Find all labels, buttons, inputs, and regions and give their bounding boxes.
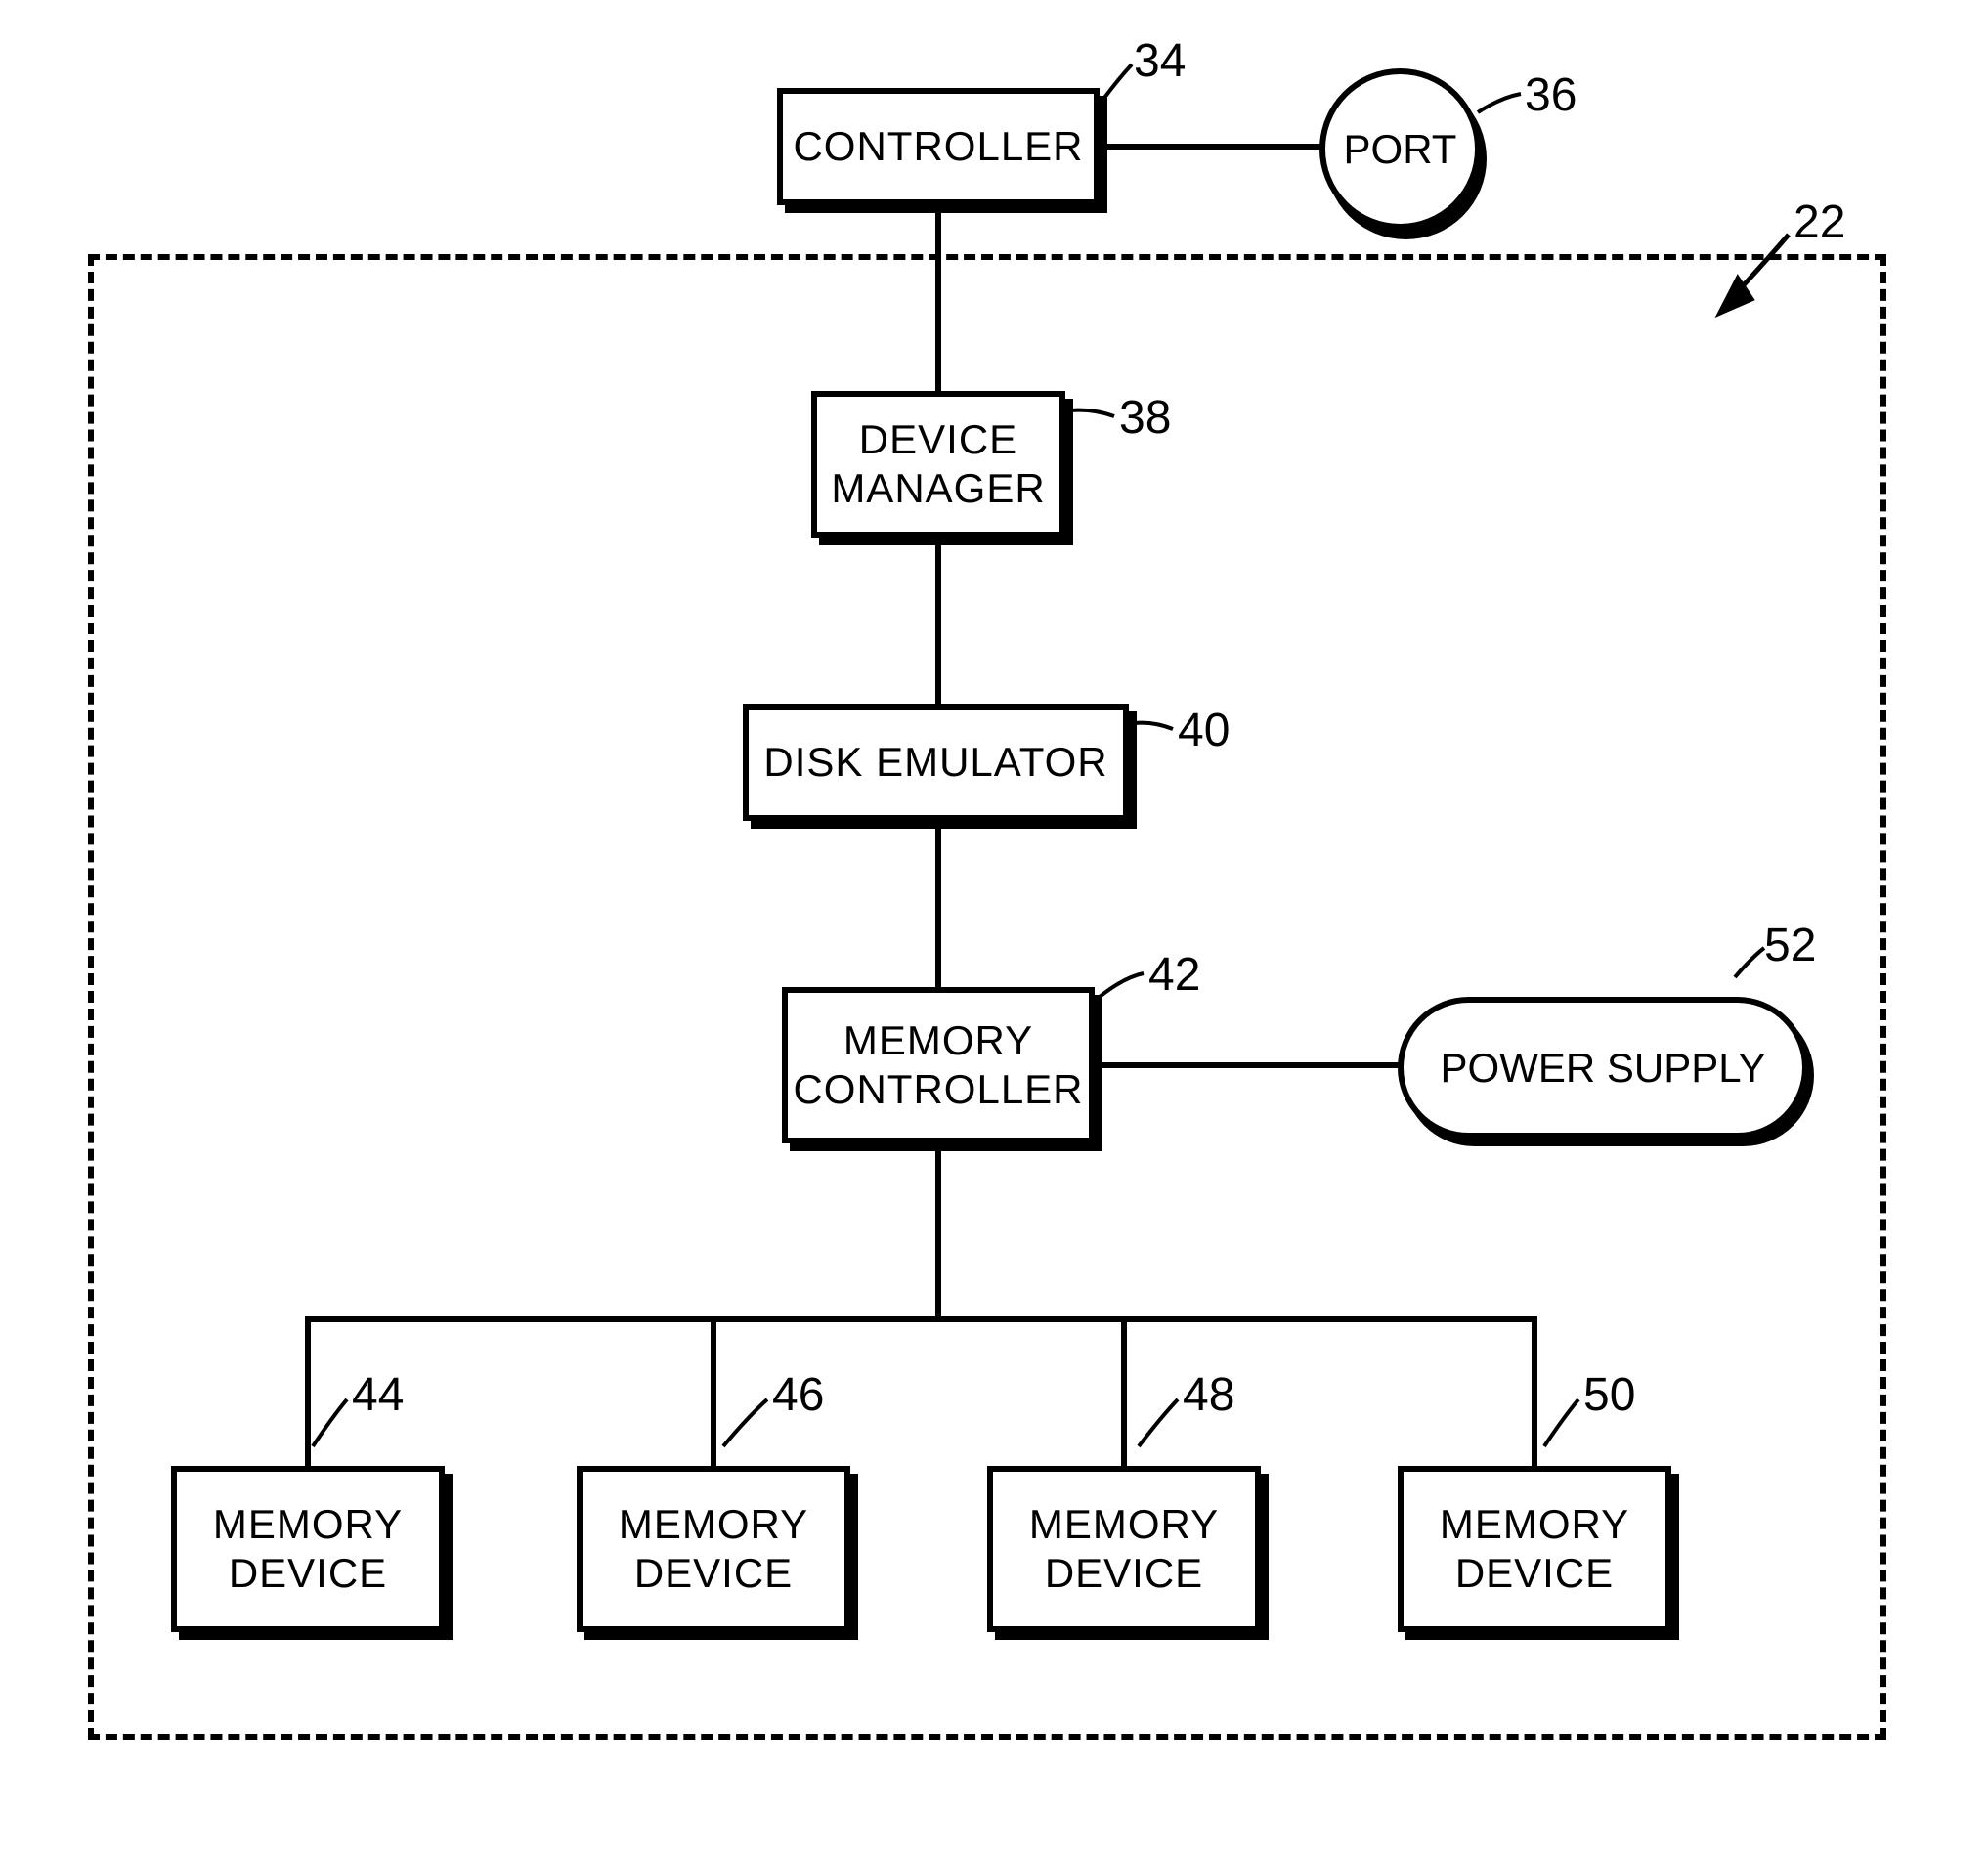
disk-emulator-label: DISK EMULATOR: [763, 738, 1107, 787]
ref-22: 22: [1794, 195, 1845, 249]
ref-46: 46: [772, 1368, 824, 1422]
ref-42: 42: [1148, 948, 1200, 1002]
ref-36: 36: [1525, 68, 1577, 122]
ref-38: 38: [1119, 391, 1171, 445]
memory-device-3-label: MEMORY DEVICE: [1029, 1500, 1219, 1599]
memory-controller-block: MEMORY CONTROLLER: [782, 987, 1095, 1143]
power-supply-label: POWER SUPPLY: [1441, 1045, 1766, 1092]
device-manager-block: DEVICE MANAGER: [811, 391, 1065, 538]
power-supply-block: POWER SUPPLY: [1398, 997, 1808, 1139]
ref-34: 34: [1134, 34, 1186, 88]
ref-50: 50: [1583, 1368, 1635, 1422]
memory-device-3-block: MEMORY DEVICE: [987, 1466, 1261, 1632]
controller-block: CONTROLLER: [777, 88, 1100, 205]
memory-device-1-label: MEMORY DEVICE: [213, 1500, 403, 1599]
ref-44: 44: [352, 1368, 404, 1422]
memory-device-1-block: MEMORY DEVICE: [171, 1466, 445, 1632]
device-manager-label: DEVICE MANAGER: [831, 415, 1045, 514]
port-label: PORT: [1344, 126, 1457, 173]
memory-device-2-block: MEMORY DEVICE: [577, 1466, 850, 1632]
ref-48: 48: [1183, 1368, 1234, 1422]
ref-40: 40: [1178, 704, 1230, 757]
ref-52: 52: [1764, 919, 1816, 972]
controller-label: CONTROLLER: [793, 122, 1083, 171]
memory-device-4-block: MEMORY DEVICE: [1398, 1466, 1671, 1632]
port-block: PORT: [1319, 68, 1481, 230]
memory-controller-label: MEMORY CONTROLLER: [793, 1016, 1083, 1115]
block-diagram: CONTROLLER PORT DEVICE MANAGER DISK EMUL…: [0, 0, 1988, 1849]
memory-device-2-label: MEMORY DEVICE: [619, 1500, 808, 1599]
memory-device-4-label: MEMORY DEVICE: [1440, 1500, 1629, 1599]
disk-emulator-block: DISK EMULATOR: [743, 704, 1129, 821]
